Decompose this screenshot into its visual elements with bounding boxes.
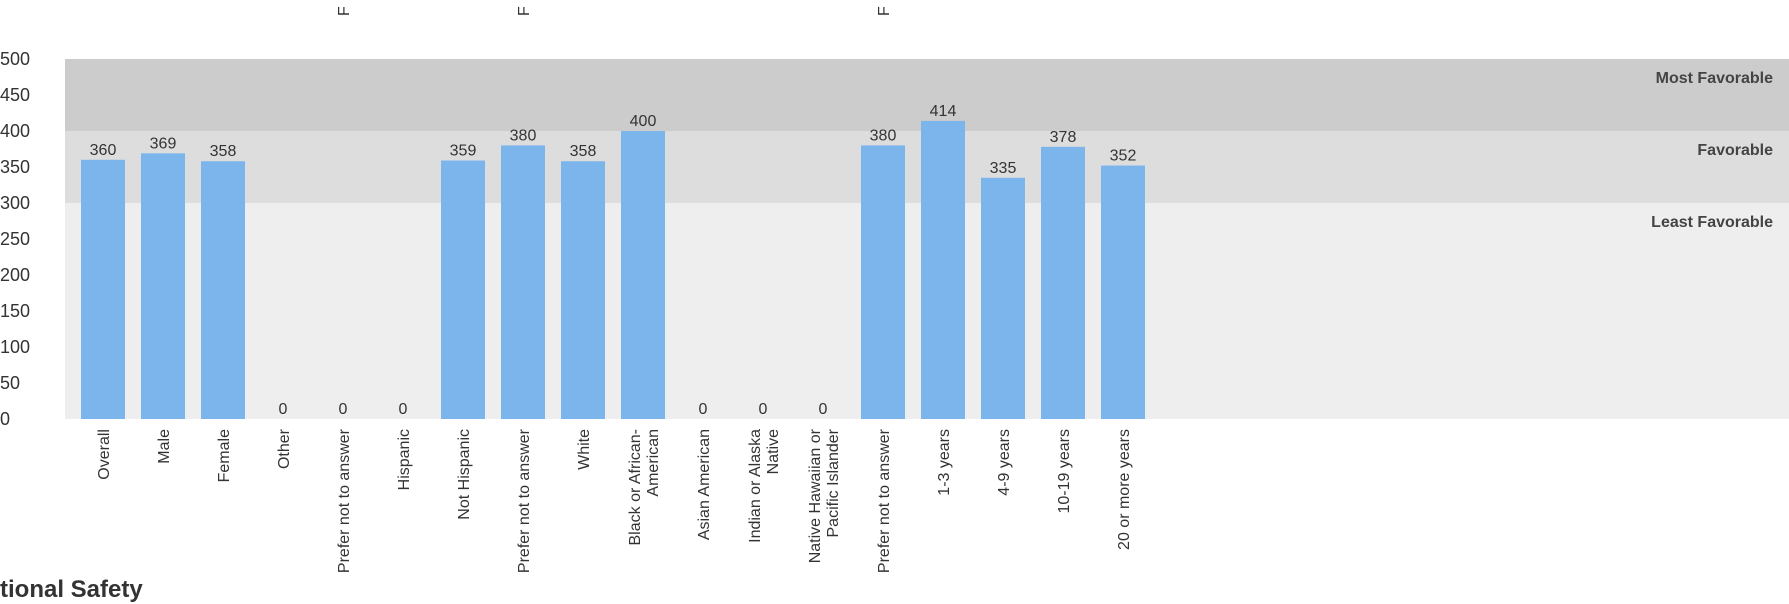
x-tick-label: Hispanic [396, 429, 413, 490]
value-label: 352 [1110, 148, 1137, 165]
value-label: 380 [870, 127, 897, 144]
value-label: 359 [450, 143, 477, 160]
cut-off-label: F [336, 6, 353, 16]
x-tick-label: 4-9 years [996, 429, 1013, 496]
bar [861, 145, 905, 419]
x-tick-label: Native Hawaiian or Pacific Islander [807, 428, 842, 563]
x-tick-label-line: Prefer not to answer [336, 428, 353, 573]
cut-off-label: F [876, 6, 893, 16]
x-tick-label: 20 or more years [1116, 429, 1133, 550]
cut-off-label-text: F [336, 6, 353, 16]
y-tick-label: 300 [0, 193, 30, 213]
x-tick-label: Female [216, 429, 233, 482]
x-tick-label: Other [276, 428, 293, 469]
band-label: Favorable [1697, 142, 1773, 159]
x-tick-label: Black or African- American [627, 429, 662, 545]
x-tick-label: White [576, 429, 593, 470]
x-tick-label: Not Hispanic [456, 429, 473, 520]
x-tick-label: Prefer not to answer [516, 428, 533, 573]
bar [81, 159, 125, 420]
x-tick-label-line: Prefer not to answer [516, 428, 533, 573]
x-tick-label-line: Native Hawaiian or [807, 428, 824, 563]
y-axis: 0 50 100 150 200 250 300 350 400 450 500 [0, 49, 30, 429]
x-tick-label: Asian American [696, 429, 713, 540]
x-tick-label: Male [156, 429, 173, 464]
bar [141, 153, 185, 419]
bar [1101, 165, 1145, 419]
cut-off-label-text: F [876, 6, 893, 16]
y-tick-label: 250 [0, 229, 30, 249]
x-tick-label-line: 20 or more years [1116, 429, 1133, 550]
x-tick-label-line: White [576, 429, 593, 470]
x-tick-label-line: 10-19 years [1056, 429, 1073, 514]
band-label: Least Favorable [1651, 214, 1773, 231]
value-labels: 360 369 358 0 0 0 359 380 358 400 0 0 0 380 414 335 378 3… [90, 103, 1137, 418]
y-tick-label: 400 [0, 121, 30, 141]
x-tick-label: Prefer not to answer [876, 428, 893, 573]
x-tick-label-line: Not Hispanic [456, 429, 473, 520]
value-label: 358 [210, 143, 237, 160]
value-label: 358 [570, 143, 597, 160]
y-tick-label: 0 [0, 409, 10, 429]
value-label: 369 [150, 135, 177, 152]
x-tick-label-line: Hispanic [396, 429, 413, 490]
band-most-favorable [65, 59, 1789, 131]
value-label: 0 [819, 401, 828, 418]
x-tick-label-line: Indian or Alaska [747, 429, 764, 543]
bar [981, 177, 1025, 419]
value-label: 0 [699, 401, 708, 418]
value-label: 0 [339, 401, 348, 418]
x-tick-label: Prefer not to answer [336, 428, 353, 573]
y-tick-label: 500 [0, 49, 30, 69]
x-tick-label: Overall [96, 429, 113, 480]
section-heading: tional Safety [0, 576, 143, 603]
value-label: 360 [90, 142, 117, 159]
y-tick-label: 450 [0, 85, 30, 105]
y-tick-label: 350 [0, 157, 30, 177]
cut-off-label-text: F [516, 6, 533, 16]
bar [201, 161, 245, 420]
x-tick-label-line: Female [216, 429, 233, 482]
x-tick-label: 10-19 years [1056, 429, 1073, 514]
y-tick-label: 100 [0, 337, 30, 357]
x-tick-label-line: American [645, 429, 662, 497]
value-label: 0 [399, 401, 408, 418]
x-tick-label-line: Native [765, 429, 782, 474]
x-tick-label-line: Male [156, 429, 173, 464]
value-label: 335 [990, 160, 1017, 177]
bar [1041, 146, 1085, 419]
value-label: 0 [279, 401, 288, 418]
x-tick-label: Indian or Alaska Native [747, 429, 782, 543]
bars [81, 120, 1145, 420]
value-label: 0 [759, 401, 768, 418]
cut-off-label: F [516, 6, 533, 16]
x-tick-label: 1-3 years [936, 429, 953, 496]
x-tick-label-line: Black or African- [627, 429, 644, 545]
bar [561, 161, 605, 420]
x-tick-label-line: 4-9 years [996, 429, 1013, 496]
y-tick-label: 200 [0, 265, 30, 285]
bar [921, 120, 965, 420]
y-tick-label: 150 [0, 301, 30, 321]
x-tick-label-line: Asian American [696, 429, 713, 540]
value-label: 414 [930, 103, 957, 120]
x-tick-label-line: Pacific Islander [825, 428, 842, 537]
bar [441, 160, 485, 419]
x-tick-label-line: 1-3 years [936, 429, 953, 496]
band-label: Most Favorable [1656, 70, 1773, 87]
value-label: 400 [630, 113, 657, 130]
x-tick-label-line: Other [276, 428, 293, 469]
x-tick-label-line: Prefer not to answer [876, 428, 893, 573]
x-tick-label-line: Overall [96, 429, 113, 480]
value-label: 378 [1050, 129, 1077, 146]
x-axis-labels: Overall Male Female Other Prefer not to answ… [96, 428, 1133, 573]
bar [501, 145, 545, 419]
value-label: 380 [510, 127, 537, 144]
bar [621, 131, 665, 419]
y-tick-label: 50 [0, 373, 20, 393]
